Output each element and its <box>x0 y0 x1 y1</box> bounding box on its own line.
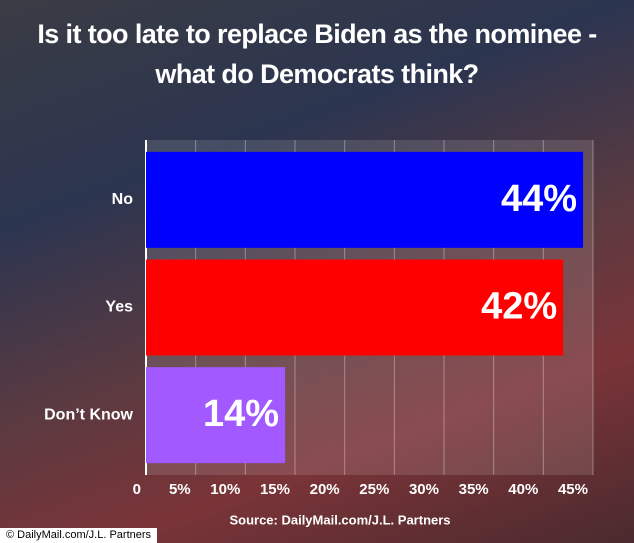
x-tick-label: 15% <box>260 481 290 498</box>
bar <box>146 259 564 356</box>
watermark: © DailyMail.com/J.L. Partners <box>0 528 158 543</box>
value-label: 44% <box>501 178 577 220</box>
value-label: 42% <box>481 286 557 328</box>
x-tick-label: 25% <box>359 481 389 498</box>
x-tick-label: 40% <box>508 481 538 498</box>
y-tick-label: Yes <box>105 299 133 316</box>
bar <box>146 367 286 464</box>
y-tick-label: Don’t Know <box>44 406 133 423</box>
x-tick-label: 5% <box>169 481 191 498</box>
x-tick-label: 20% <box>310 481 340 498</box>
value-label: 14% <box>203 393 279 435</box>
x-tick-label: 35% <box>459 481 489 498</box>
x-tick-label: 30% <box>409 481 439 498</box>
x-tick-label: 0 <box>133 481 141 498</box>
y-tick-label: No <box>112 191 134 208</box>
x-tick-label: 10% <box>210 481 240 498</box>
chart-title: Is it too late to replace Biden as the n… <box>37 19 597 89</box>
x-tick-label: 45% <box>558 481 588 498</box>
bar <box>146 151 584 248</box>
source: Source: DailyMail.com/J.L. Partners <box>229 512 450 527</box>
